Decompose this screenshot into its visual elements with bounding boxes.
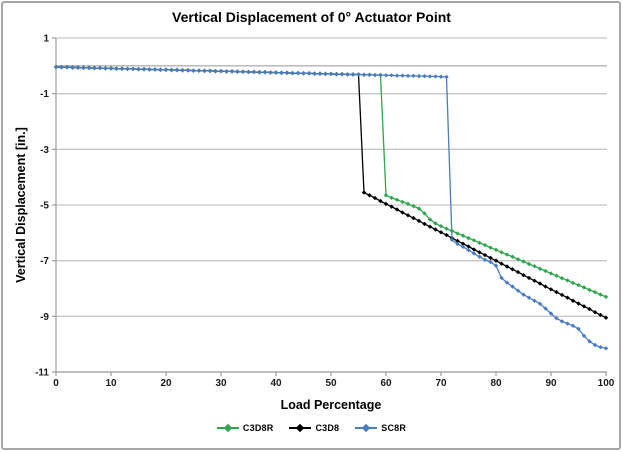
x-tick-label: 60 — [380, 378, 392, 389]
legend-item-c3d8: C3D8 — [289, 423, 339, 433]
x-tick-label: 0 — [53, 378, 59, 389]
y-tick-label: 1 — [43, 34, 49, 45]
legend-diamond — [362, 423, 371, 433]
legend-label: SC8R — [381, 423, 407, 433]
gridlines — [56, 37, 607, 373]
legend-diamond — [296, 423, 305, 433]
x-tick-label: 40 — [270, 378, 282, 389]
legend-diamond — [223, 423, 233, 433]
y-axis-title: Vertical Displacement [in.] — [14, 127, 28, 283]
y-tick-label: -5 — [40, 201, 49, 212]
tick-labels: 1 -1 -3 -5 -7 -9 -11 0 10 20 30 40 50 60 70 80 90 100 — [35, 34, 615, 390]
x-tick-label: 100 — [598, 378, 615, 389]
y-tick-label: -3 — [40, 145, 49, 156]
chart-title: Vertical Displacement of 0° Actuator Poi… — [172, 9, 451, 25]
y-tick-label: -1 — [40, 89, 49, 100]
legend-marker-icon — [289, 423, 312, 433]
x-tick-label: 50 — [325, 378, 337, 389]
x-tick-label: 70 — [435, 378, 447, 389]
x-axis-title: Load Percentage — [280, 398, 382, 412]
legend: C3D8R C3D8 SC8R — [0, 423, 623, 433]
series-line-c3d8 — [55, 66, 607, 319]
y-tick-label: -11 — [35, 368, 49, 379]
x-tick-label: 80 — [490, 378, 502, 389]
axes — [52, 37, 607, 376]
x-tick-label: 10 — [105, 378, 117, 389]
series-line-sc8r — [55, 66, 607, 349]
y-tick-label: -7 — [40, 256, 49, 267]
legend-label: C3D8 — [315, 423, 340, 433]
legend-marker-icon — [216, 423, 239, 433]
legend-item-c3d8r: C3D8R — [216, 423, 274, 433]
legend-label: C3D8R — [242, 423, 274, 433]
series-markers-c3d8r — [53, 64, 609, 300]
x-tick-label: 90 — [545, 378, 557, 389]
series-markers-sc8r — [53, 64, 609, 351]
legend-marker-icon — [355, 423, 378, 433]
x-tick-label: 20 — [160, 378, 172, 389]
data-series — [53, 64, 609, 351]
legend-item-sc8r: SC8R — [355, 423, 406, 433]
series-markers-c3d8 — [53, 64, 609, 320]
x-tick-label: 30 — [215, 378, 227, 389]
y-tick-label: -9 — [40, 312, 49, 323]
